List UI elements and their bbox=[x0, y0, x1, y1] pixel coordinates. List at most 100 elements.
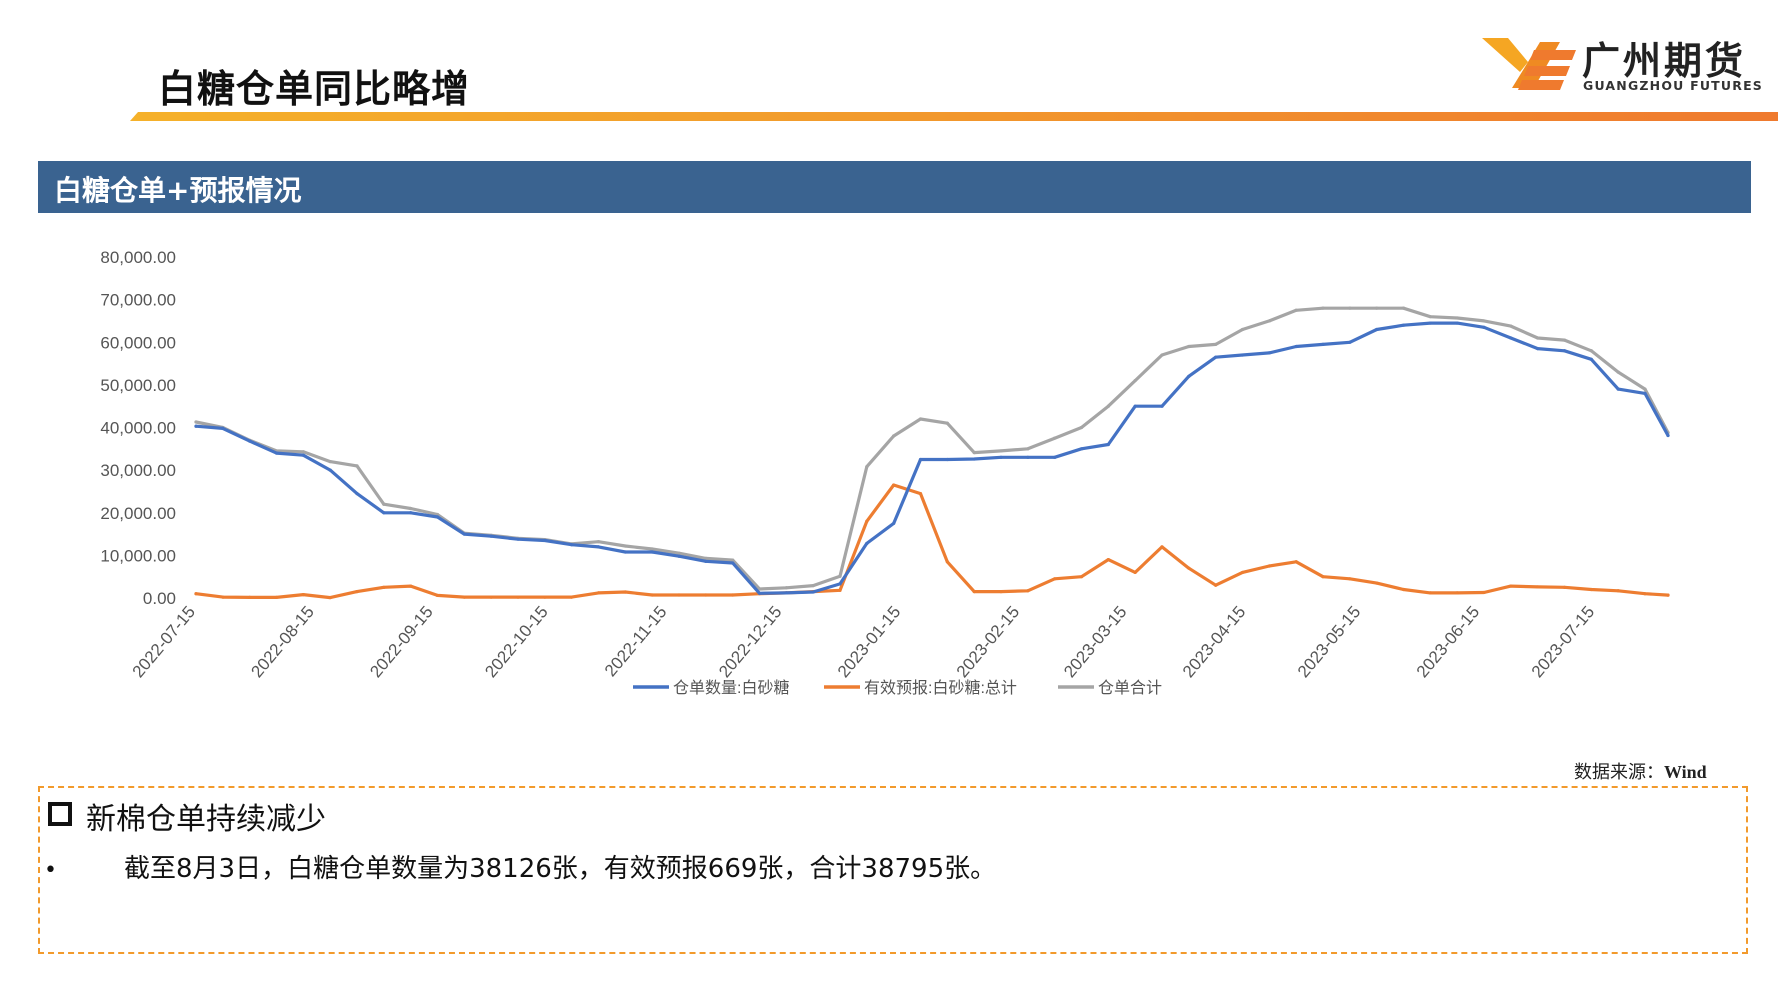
data-point bbox=[543, 595, 547, 599]
data-point bbox=[784, 586, 788, 590]
data-point bbox=[1428, 315, 1432, 319]
data-point bbox=[1160, 353, 1164, 357]
data-point bbox=[1053, 436, 1057, 440]
data-point bbox=[1214, 583, 1218, 587]
data-point bbox=[194, 424, 198, 428]
data-point bbox=[892, 434, 896, 438]
data-point bbox=[1666, 433, 1670, 438]
data-point bbox=[1509, 324, 1513, 328]
data-point bbox=[1053, 455, 1057, 459]
data-point bbox=[623, 550, 627, 554]
logo-chinese-text: 广州期货 bbox=[1582, 39, 1747, 83]
data-point bbox=[1562, 338, 1567, 342]
data-point bbox=[462, 532, 466, 536]
data-point bbox=[1616, 370, 1620, 374]
data-point bbox=[1643, 387, 1647, 391]
data-point bbox=[1536, 585, 1540, 589]
data-point bbox=[1562, 585, 1567, 589]
data-point bbox=[543, 538, 547, 543]
data-point bbox=[892, 483, 896, 487]
y-tick-label: 0.00 bbox=[143, 589, 176, 608]
x-tick-label: 2023-01-15 bbox=[834, 602, 904, 681]
y-tick-label: 80,000.00 bbox=[100, 248, 176, 267]
data-point bbox=[382, 502, 386, 506]
legend-label: 有效预报:白砂糖:总计 bbox=[864, 679, 1017, 697]
x-tick-label: 2023-03-15 bbox=[1060, 602, 1130, 681]
data-point bbox=[516, 537, 520, 541]
data-point bbox=[409, 511, 413, 515]
y-tick-label: 20,000.00 bbox=[100, 504, 176, 523]
data-point bbox=[1616, 589, 1620, 593]
data-point bbox=[704, 556, 708, 560]
data-point bbox=[409, 584, 413, 588]
data-point bbox=[248, 595, 252, 599]
data-point bbox=[1616, 387, 1620, 391]
data-point bbox=[677, 593, 681, 597]
data-point bbox=[1589, 357, 1593, 361]
data-point bbox=[1348, 306, 1352, 310]
data-point bbox=[1079, 425, 1084, 430]
data-point bbox=[1267, 351, 1271, 355]
data-point bbox=[382, 511, 386, 515]
x-tick-label: 2023-02-15 bbox=[953, 602, 1023, 681]
data-point bbox=[811, 590, 815, 594]
data-point bbox=[274, 451, 279, 455]
series-layer bbox=[194, 306, 1670, 600]
data-point bbox=[1240, 570, 1245, 575]
data-point bbox=[274, 595, 279, 599]
data-point bbox=[1455, 591, 1459, 595]
data-point bbox=[999, 455, 1003, 459]
data-point bbox=[570, 595, 574, 599]
data-point bbox=[1267, 319, 1271, 323]
data-point bbox=[757, 591, 762, 595]
data-point bbox=[1106, 558, 1110, 562]
data-point bbox=[1455, 321, 1459, 325]
series-line bbox=[194, 321, 1670, 595]
data-point bbox=[1643, 391, 1647, 395]
data-point bbox=[1160, 404, 1164, 408]
checkbox-icon bbox=[48, 802, 72, 826]
y-axis: 0.00 10,000.00 20,000.00 30,000.00 40,000.00… bbox=[100, 248, 176, 608]
series-line bbox=[194, 483, 1670, 600]
data-point bbox=[1214, 355, 1218, 359]
data-point bbox=[1348, 577, 1352, 581]
data-point bbox=[1321, 306, 1325, 310]
series-group bbox=[194, 483, 1670, 600]
data-point bbox=[194, 592, 198, 596]
data-point bbox=[650, 550, 654, 554]
data-point bbox=[1053, 577, 1057, 581]
data-point bbox=[1079, 447, 1084, 451]
x-tick-label: 2022-11-15 bbox=[601, 602, 671, 680]
data-point bbox=[704, 593, 708, 597]
data-point bbox=[1482, 590, 1486, 595]
data-point bbox=[1455, 316, 1459, 320]
x-tick-label: 2023-04-15 bbox=[1179, 602, 1249, 681]
data-point bbox=[838, 582, 842, 586]
data-point bbox=[945, 560, 949, 564]
data-point bbox=[623, 590, 627, 594]
data-point bbox=[731, 561, 735, 565]
data-point bbox=[1133, 570, 1137, 575]
bullet-icon: • bbox=[44, 858, 57, 883]
x-axis: 2022-07-15 2022-08-15 2022-09-15 2022-10-15… bbox=[129, 602, 1599, 681]
data-point bbox=[1294, 308, 1298, 312]
data-point bbox=[1482, 325, 1486, 329]
data-point bbox=[1348, 340, 1352, 344]
data-point bbox=[489, 595, 493, 599]
y-tick-label: 70,000.00 bbox=[100, 291, 176, 310]
data-point bbox=[704, 559, 708, 563]
company-logo: 广州期货 GUANGZHOU FUTURES bbox=[1482, 30, 1762, 94]
data-point bbox=[757, 587, 762, 591]
data-point bbox=[435, 512, 440, 517]
data-point bbox=[355, 491, 359, 496]
data-point bbox=[221, 595, 225, 599]
data-point bbox=[596, 540, 601, 544]
data-point bbox=[516, 595, 520, 599]
summary-bullet: • 截至8月3日，白糖仓单数量为38126张，有效预报669张，合计38795张。 bbox=[44, 848, 996, 885]
data-point bbox=[999, 449, 1003, 453]
data-point bbox=[409, 506, 413, 511]
data-source-note: 数据来源：Wind bbox=[1574, 758, 1707, 784]
data-point bbox=[945, 421, 949, 425]
x-tick-label: 2023-07-15 bbox=[1528, 602, 1598, 681]
logo-english-text: GUANGZHOU FUTURES bbox=[1583, 78, 1764, 93]
